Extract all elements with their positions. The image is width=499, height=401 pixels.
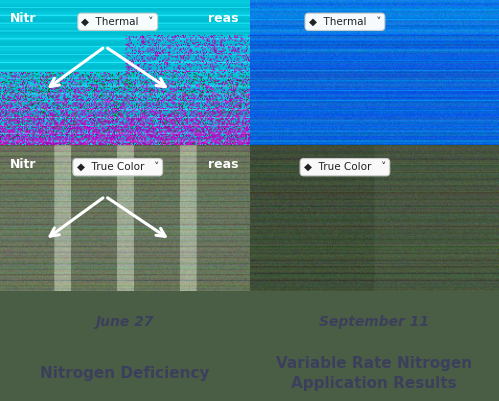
Text: ◆  True Color   ˅: ◆ True Color ˅ — [76, 162, 159, 172]
Text: Variable Rate Nitrogen
Application Results: Variable Rate Nitrogen Application Resul… — [276, 356, 473, 391]
Text: reas: reas — [208, 12, 239, 25]
Text: ◆  Thermal   ˅: ◆ Thermal ˅ — [81, 17, 154, 27]
Text: reas: reas — [208, 158, 239, 171]
Text: Nitr: Nitr — [10, 12, 36, 25]
Text: ◆  True Color   ˅: ◆ True Color ˅ — [304, 162, 386, 172]
Text: September 11: September 11 — [319, 315, 429, 328]
Text: ◆  Thermal   ˅: ◆ Thermal ˅ — [309, 17, 381, 27]
Text: Nitr: Nitr — [10, 158, 36, 171]
Text: June 27: June 27 — [96, 315, 154, 328]
Text: Nitrogen Deficiency: Nitrogen Deficiency — [40, 366, 210, 381]
